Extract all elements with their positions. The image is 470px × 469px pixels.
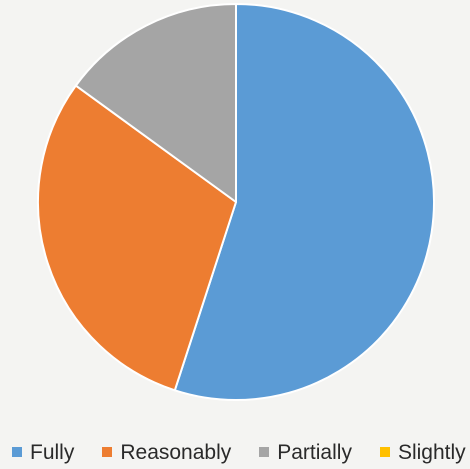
legend-item-partially: Partially [259,442,352,463]
pie-slice-partially [74,3,237,203]
legend-swatch-slightly [379,447,390,457]
chart-legend: Fully Reasonably Partially Slightly [0,438,470,466]
legend-label-slightly: Slightly [397,440,466,464]
legend-swatch-fully [12,447,22,457]
pie-chart-svg [37,3,435,401]
legend-swatch-reasonably [102,447,113,457]
pie-chart [37,3,435,401]
legend-label-partially: Partially [277,440,352,464]
legend-item-fully: Fully [12,442,74,463]
legend-item-slightly: Slightly [379,440,466,464]
legend-swatch-partially [259,447,270,457]
legend-label-reasonably: Reasonably [120,440,232,464]
pie-slice-reasonably [37,84,237,392]
legend-label-fully: Fully [30,440,75,464]
pie-slice-fully [173,3,435,401]
legend-item-reasonably: Reasonably [102,442,231,463]
